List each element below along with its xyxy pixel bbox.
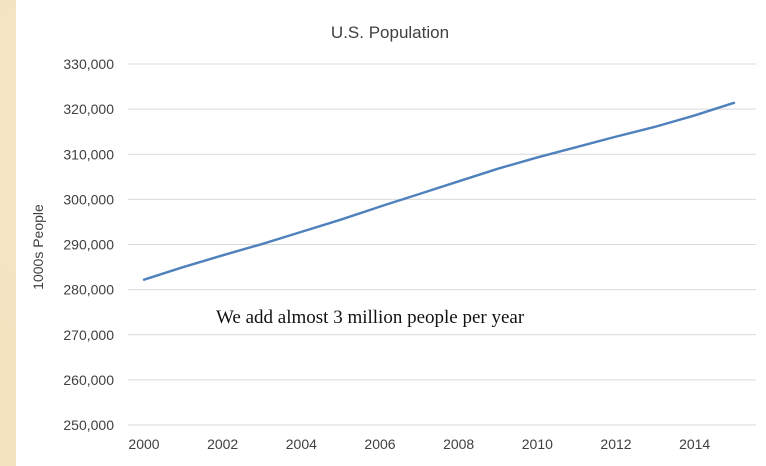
y-axis-title: 1000s People xyxy=(30,204,46,290)
y-tick-label: 280,000 xyxy=(63,282,114,298)
x-axis-tick-labels: 2000 2002 2004 2006 2008 2010 2012 2014 xyxy=(128,436,710,452)
gridlines xyxy=(128,63,756,426)
y-tick-label: 300,000 xyxy=(63,191,114,207)
y-tick-label: 290,000 xyxy=(63,237,114,253)
x-tick-label: 2008 xyxy=(443,436,474,452)
y-tick-label: 320,000 xyxy=(63,101,114,117)
series-line-0 xyxy=(142,101,736,281)
x-tick-label: 2002 xyxy=(207,436,238,452)
x-tick-label: 2010 xyxy=(522,436,553,452)
x-tick-label: 2006 xyxy=(364,436,395,452)
y-tick-label: 330,000 xyxy=(63,56,114,72)
y-tick-label: 310,000 xyxy=(63,146,114,162)
population-line-chart: U.S. Population 250,000 260,000 270,000 280… xyxy=(30,23,756,452)
y-tick-label: 250,000 xyxy=(63,417,114,433)
y-tick-label: 260,000 xyxy=(63,372,114,388)
series-layer xyxy=(142,101,736,281)
chart-title: U.S. Population xyxy=(331,23,449,42)
x-tick-label: 2014 xyxy=(679,436,710,452)
y-tick-label: 270,000 xyxy=(63,327,114,343)
y-axis-tick-labels: 250,000 260,000 270,000 280,000 290,000 300,0… xyxy=(63,56,114,433)
x-tick-label: 2000 xyxy=(128,436,159,452)
chart-annotation: We add almost 3 million people per year xyxy=(216,307,525,328)
x-tick-label: 2004 xyxy=(286,436,317,452)
x-tick-label: 2012 xyxy=(600,436,631,452)
chart-panel: U.S. Population 250,000 260,000 270,000 280… xyxy=(16,0,766,466)
